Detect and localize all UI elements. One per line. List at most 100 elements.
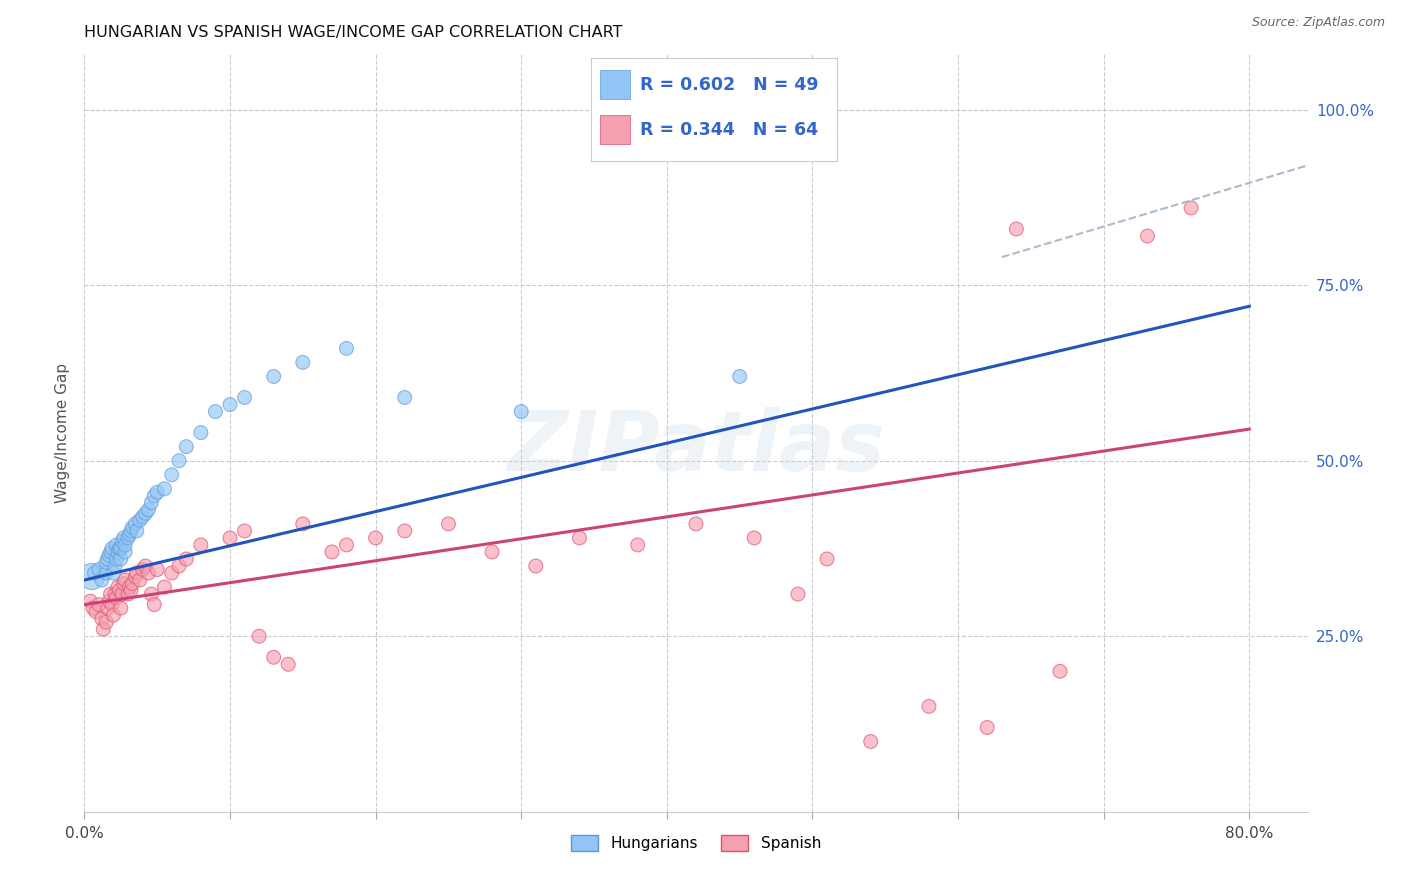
Point — [204, 404, 226, 418]
Text: Source: ZipAtlas.com: Source: ZipAtlas.com — [1251, 16, 1385, 29]
Point — [135, 559, 157, 574]
Point — [114, 573, 136, 587]
Legend: Hungarians, Spanish: Hungarians, Spanish — [565, 829, 827, 857]
Point — [510, 404, 533, 418]
Point — [143, 598, 166, 612]
Point — [153, 580, 176, 594]
Point — [167, 453, 190, 467]
Point — [685, 516, 707, 531]
Point — [120, 524, 142, 538]
Point — [728, 369, 751, 384]
Point — [110, 541, 132, 556]
Text: HUNGARIAN VS SPANISH WAGE/INCOME GAP CORRELATION CHART: HUNGARIAN VS SPANISH WAGE/INCOME GAP COR… — [84, 25, 623, 40]
Point — [108, 583, 131, 598]
Text: R = 0.602   N = 49: R = 0.602 N = 49 — [640, 76, 818, 94]
Point — [190, 538, 212, 552]
Point — [277, 657, 299, 672]
Point — [859, 734, 882, 748]
Point — [101, 598, 124, 612]
Point — [111, 534, 134, 549]
Point — [1049, 665, 1071, 679]
Point — [335, 342, 357, 356]
Point — [120, 583, 142, 598]
Point — [131, 509, 153, 524]
Point — [90, 612, 112, 626]
Point — [97, 552, 120, 566]
Point — [146, 485, 169, 500]
Point — [291, 516, 314, 531]
Point — [568, 531, 591, 545]
Point — [233, 391, 256, 405]
Point — [83, 566, 105, 580]
Point — [112, 576, 135, 591]
Point — [138, 566, 160, 580]
Point — [394, 524, 416, 538]
Point — [167, 559, 190, 574]
Point — [105, 538, 128, 552]
Point — [141, 496, 163, 510]
Point — [105, 591, 128, 605]
Point — [108, 541, 131, 556]
Bar — [600, 115, 630, 145]
Point — [160, 467, 183, 482]
Point — [128, 513, 150, 527]
Point — [131, 562, 153, 576]
Point — [98, 594, 121, 608]
Point — [96, 566, 118, 580]
Point — [87, 598, 110, 612]
Point — [97, 601, 120, 615]
Point — [627, 538, 650, 552]
Point — [321, 545, 343, 559]
Point — [100, 587, 122, 601]
Point — [135, 507, 157, 521]
Point — [364, 531, 387, 545]
Point — [110, 552, 132, 566]
Point — [125, 524, 148, 538]
Point — [141, 587, 163, 601]
Point — [143, 489, 166, 503]
Point — [118, 580, 141, 594]
Point — [114, 545, 136, 559]
Point — [146, 562, 169, 576]
Point — [103, 566, 125, 580]
Point — [335, 538, 357, 552]
Point — [101, 541, 124, 556]
Point — [114, 538, 136, 552]
Point — [742, 531, 765, 545]
Point — [121, 576, 143, 591]
Point — [107, 580, 129, 594]
Point — [112, 531, 135, 545]
Point — [80, 569, 103, 583]
Point — [437, 516, 460, 531]
Point — [110, 601, 132, 615]
Point — [118, 527, 141, 541]
Point — [100, 545, 122, 559]
Point — [160, 566, 183, 580]
Point — [107, 545, 129, 559]
Point — [1136, 229, 1159, 244]
Point — [90, 573, 112, 587]
Y-axis label: Wage/Income Gap: Wage/Income Gap — [55, 362, 70, 503]
Point — [117, 531, 139, 545]
Point — [1005, 222, 1028, 236]
Point — [128, 573, 150, 587]
Point — [233, 524, 256, 538]
Point — [787, 587, 810, 601]
Point — [976, 721, 998, 735]
Point — [104, 587, 127, 601]
Point — [82, 601, 104, 615]
Point — [124, 569, 146, 583]
Bar — [600, 70, 630, 99]
Point — [481, 545, 503, 559]
Point — [79, 594, 101, 608]
Point — [103, 608, 125, 623]
Point — [104, 559, 127, 574]
Point — [98, 549, 121, 563]
Point — [125, 566, 148, 580]
Point — [219, 531, 242, 545]
Text: ZIPatlas: ZIPatlas — [508, 408, 884, 488]
Point — [1180, 201, 1202, 215]
Point — [190, 425, 212, 440]
Point — [247, 629, 270, 643]
Point — [815, 552, 838, 566]
